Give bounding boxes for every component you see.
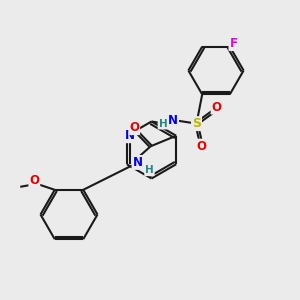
Text: N: N xyxy=(125,129,135,142)
Text: N: N xyxy=(133,156,142,169)
Text: H: H xyxy=(145,165,154,175)
Text: N: N xyxy=(168,113,178,127)
Text: O: O xyxy=(196,140,206,153)
Text: F: F xyxy=(230,37,237,50)
Text: O: O xyxy=(129,121,139,134)
Text: S: S xyxy=(192,117,201,130)
Text: O: O xyxy=(212,100,222,114)
Text: O: O xyxy=(29,174,39,187)
Text: H: H xyxy=(158,118,167,129)
